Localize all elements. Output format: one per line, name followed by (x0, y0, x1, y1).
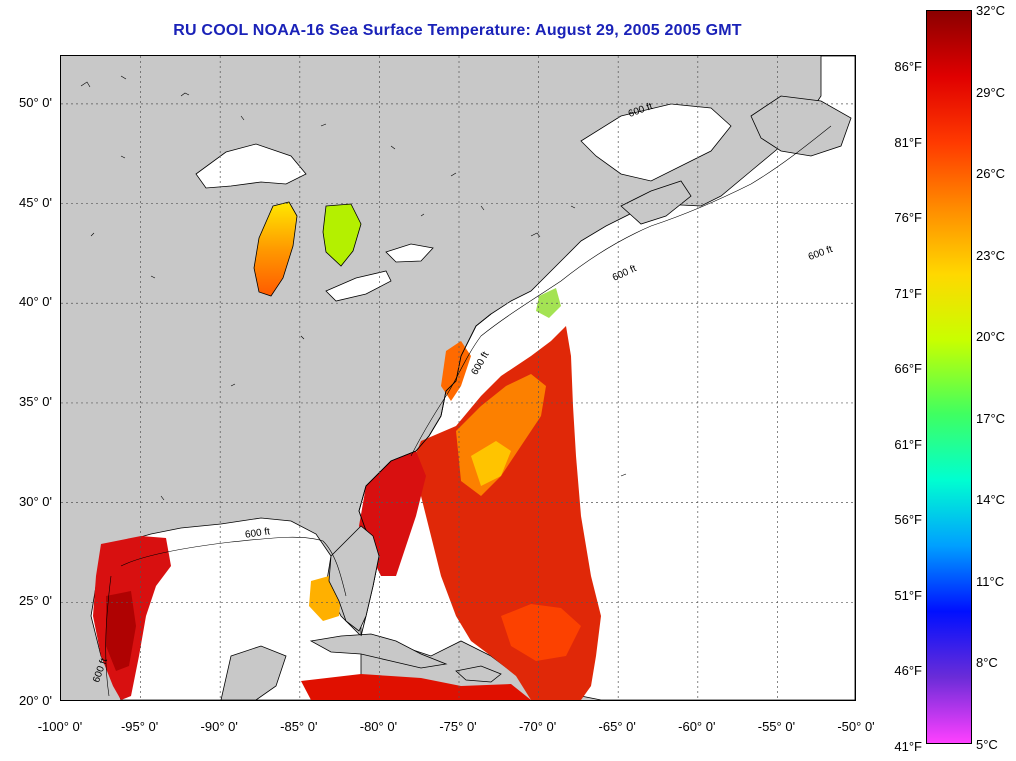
latitude-tick-label: 45° 0' (19, 194, 52, 210)
celsius-label: 11°C (976, 573, 1005, 589)
longitude-tick-label: -60° 0' (678, 719, 716, 734)
longitude-tick-label: -85° 0' (280, 719, 318, 734)
latitude-tick-label: 25° 0' (19, 593, 52, 609)
fahrenheit-label: 61°F (894, 436, 922, 452)
celsius-label: 14°C (976, 492, 1006, 508)
celsius-label: 17°C (976, 410, 1006, 426)
sst-atlantic-core (411, 326, 601, 700)
sst-bahamas-area (501, 604, 581, 661)
celsius-label: 26°C (976, 166, 1006, 182)
latitude-tick-label: 20° 0' (19, 693, 52, 708)
sst-gulf-south (301, 674, 531, 700)
lake-erie (325, 270, 392, 302)
latitude-tick-label: 40° 0' (19, 294, 52, 310)
isobath-contour (105, 575, 112, 697)
fahrenheit-label: 81°F (894, 134, 922, 150)
map-title: RU COOL NOAA-16 Sea Surface Temperature:… (173, 22, 742, 39)
fahrenheit-label: 86°F (894, 59, 922, 74)
celsius-label: 32°C (976, 3, 1006, 18)
celsius-label: 29°C (976, 84, 1006, 100)
celsius-label: 20°C (976, 329, 1006, 345)
fahrenheit-label: 76°F (894, 210, 922, 225)
sst-map[interactable] (60, 55, 856, 701)
longitude-tick-label: -65° 0' (598, 719, 636, 734)
celsius-label: 8°C (976, 655, 998, 671)
fahrenheit-label: 46°F (894, 663, 922, 678)
sst-atlantic-yellow (471, 441, 511, 486)
fahrenheit-label: 66°F (894, 361, 922, 376)
celsius-label: 23°C (976, 247, 1006, 263)
fahrenheit-label: 51°F (894, 587, 922, 603)
latitude-tick-label: 35° 0' (19, 393, 52, 409)
sst-mid-atlantic-coast (441, 341, 471, 401)
coast-detail (80, 75, 627, 501)
latitude-tick-label: 50° 0' (19, 94, 52, 110)
newfoundland (750, 95, 852, 157)
sst-gulf-west-dark (106, 591, 136, 671)
isobath-contour (410, 125, 832, 457)
fahrenheit-label: 56°F (894, 512, 922, 527)
florida (328, 525, 380, 632)
longitude-tick-label: -55° 0' (757, 719, 796, 734)
longitude-tick-label: -80° 0' (359, 719, 398, 734)
lake-huron (322, 203, 362, 267)
lake-ontario (385, 243, 434, 263)
nova-scotia (620, 180, 692, 225)
longitude-tick-label: -50° 0' (837, 719, 875, 734)
celsius-label: 5°C (976, 737, 998, 752)
longitude-tick-label: -95° 0' (120, 719, 159, 734)
hispaniola (455, 665, 502, 683)
longitude-tick-label: -75° 0' (439, 719, 477, 734)
map-canvas (61, 56, 855, 700)
lake-superior (195, 143, 307, 189)
longitude-tick-label: -70° 0' (518, 719, 557, 734)
temperature-colorbar (926, 10, 972, 744)
fahrenheit-label: 41°F (894, 738, 922, 754)
yucatan (220, 645, 287, 700)
isobath-contour (120, 536, 347, 597)
latitude-tick-label: 30° 0' (19, 493, 52, 509)
longitude-tick-label: -90° 0' (200, 719, 238, 734)
longitude-tick-label: -100° 0' (37, 719, 83, 734)
fahrenheit-label: 71°F (894, 285, 922, 301)
sst-gulf-of-maine (536, 288, 561, 318)
lake-michigan (253, 201, 298, 297)
